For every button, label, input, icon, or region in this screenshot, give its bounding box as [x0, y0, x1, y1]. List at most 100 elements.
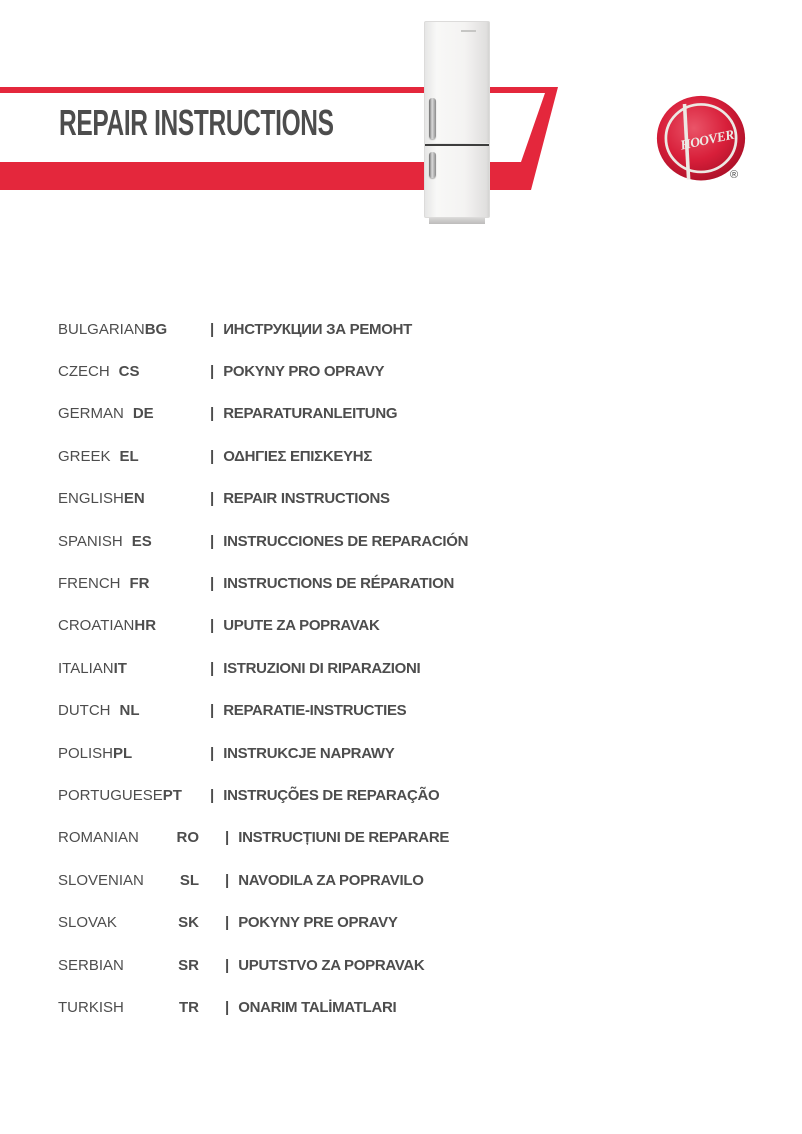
column-separator: |: [210, 744, 215, 762]
language-name: SPANISH: [58, 532, 123, 550]
language-name: TURKISH: [58, 998, 124, 1016]
language-code: SL: [179, 871, 199, 889]
fridge-brand-mark: [461, 30, 476, 32]
language-name: DUTCH: [58, 702, 111, 720]
language-name: PORTUGUESE: [58, 786, 163, 804]
language-cell: FRENCH FR: [58, 575, 210, 592]
fridge-door-handle-upper: [429, 98, 436, 139]
language-row: POLISH PL | INSTRUKCJE NAPRAWY: [58, 732, 538, 774]
language-list: BULGARIAN BG | ИНСТРУКЦИИ ЗА РЕМОНТ CZEC…: [58, 308, 538, 1029]
translated-title: POKYNY PRE OPRAVY: [238, 914, 398, 932]
column-separator: |: [210, 447, 215, 465]
translated-title: UPUTE ZA POPRAVAK: [223, 617, 380, 635]
language-cell: ITALIAN IT: [58, 660, 210, 677]
language-name: ENGLISH: [58, 490, 124, 508]
translated-title: UPUTSTVO ZA POPRAVAK: [238, 956, 425, 974]
translated-title: INSTRUCTIONS DE RÉPARATION: [223, 575, 455, 593]
translated-title: POKYNY PRO OPRAVY: [223, 363, 385, 381]
column-separator: |: [225, 956, 230, 974]
column-separator: |: [225, 914, 230, 932]
language-row: SERBIAN SR | UPUTSTVO ZA POPRAVAK: [58, 944, 538, 986]
language-cell: SLOVAK SK: [58, 914, 225, 931]
language-code: IT: [113, 659, 127, 677]
language-name: ROMANIAN: [58, 829, 139, 847]
language-row: SLOVAK SK | POKYNY PRE OPRAVY: [58, 901, 538, 943]
column-separator: |: [210, 363, 215, 381]
translated-title: REPAIR INSTRUCTIONS: [223, 490, 390, 508]
column-separator: |: [225, 871, 230, 889]
language-cell: POLISH PL: [58, 745, 210, 762]
language-cell: GERMAN DE: [58, 405, 210, 422]
language-cell: SLOVENIAN SL: [58, 872, 225, 889]
language-cell: TURKISH TR: [58, 999, 225, 1016]
translated-title: INSTRUKCJE NAPRAWY: [223, 744, 395, 762]
language-cell: BULGARIAN BG: [58, 321, 210, 338]
language-name: CZECH: [58, 363, 110, 381]
language-code: TR: [179, 998, 199, 1016]
language-row: DUTCH NL | REPARATIE-INSTRUCTIES: [58, 690, 538, 732]
translated-title: ИНСТРУКЦИИ ЗА РЕМОНТ: [223, 320, 412, 338]
logo-h-stroke: [682, 103, 691, 180]
language-cell: GREEK EL: [58, 448, 210, 465]
language-row: ITALIAN IT | ISTRUZIONI DI RIPARAZIONI: [58, 647, 538, 689]
language-cell: ENGLISH EN: [58, 490, 210, 507]
language-code: BG: [144, 320, 168, 338]
language-cell: SPANISH ES: [58, 533, 210, 550]
column-separator: |: [210, 786, 215, 804]
language-code: PT: [162, 786, 182, 804]
language-row: BULGARIAN BG | ИНСТРУКЦИИ ЗА РЕМОНТ: [58, 308, 538, 350]
registered-trademark-symbol: ®: [730, 169, 739, 181]
language-code: SK: [178, 914, 199, 932]
ribbon-shape: [0, 87, 558, 190]
fridge-plinth: [429, 218, 485, 224]
language-cell: DUTCH NL: [58, 702, 210, 719]
language-code: HR: [134, 617, 157, 635]
language-row: ROMANIAN RO | INSTRUCȚIUNI DE REPARARE: [58, 817, 538, 859]
language-row: GERMAN DE | REPARATURANLEITUNG: [58, 393, 538, 435]
language-code: ES: [131, 532, 152, 550]
translated-title: ONARIM TALİMATLARI: [238, 998, 397, 1016]
language-name: SLOVAK: [58, 914, 117, 932]
language-row: FRENCH FR | INSTRUCTIONS DE RÉPARATION: [58, 562, 538, 604]
language-row: GREEK EL | ΟΔΗΓΙΕΣ ΕΠΙΣΚΕΥΗΣ: [58, 435, 538, 477]
language-cell: ROMANIAN RO: [58, 829, 225, 846]
column-separator: |: [210, 320, 215, 338]
language-name: GERMAN: [58, 405, 124, 423]
language-cell: SERBIAN SR: [58, 957, 225, 974]
language-cell: PORTUGUESE PT: [58, 787, 210, 804]
fridge-body: [424, 21, 490, 218]
red-ribbon-banner: [0, 87, 558, 190]
translated-title: INSTRUCȚIUNI DE REPARARE: [238, 829, 450, 847]
language-code: FR: [129, 575, 150, 593]
column-separator: |: [210, 659, 215, 677]
language-row: CROATIAN HR | UPUTE ZA POPRAVAK: [58, 605, 538, 647]
fridge-door-handle-lower: [429, 152, 436, 178]
column-separator: |: [210, 405, 215, 423]
column-separator: |: [225, 829, 230, 847]
translated-title: ISTRUZIONI DI RIPARAZIONI: [223, 659, 421, 677]
column-separator: |: [210, 490, 215, 508]
translated-title: INSTRUÇÕES DE REPARAÇÃO: [223, 786, 440, 804]
language-row: TURKISH TR | ONARIM TALİMATLARI: [58, 986, 538, 1028]
refrigerator-image: [424, 21, 490, 225]
column-separator: |: [210, 575, 215, 593]
column-separator: |: [210, 702, 215, 720]
language-name: SLOVENIAN: [58, 871, 144, 889]
language-code: RO: [176, 829, 200, 847]
language-name: ITALIAN: [58, 659, 114, 677]
language-cell: CROATIAN HR: [58, 617, 210, 634]
translated-title: ΟΔΗΓΙΕΣ ΕΠΙΣΚΕΥΗΣ: [223, 447, 373, 465]
language-name: CROATIAN: [58, 617, 135, 635]
translated-title: REPARATURANLEITUNG: [223, 405, 398, 423]
language-code: CS: [118, 363, 140, 381]
language-row: PORTUGUESE PT | INSTRUÇÕES DE REPARAÇÃO: [58, 774, 538, 816]
translated-title: NAVODILA ZA POPRAVILO: [238, 871, 424, 889]
language-code: DE: [132, 405, 154, 423]
column-separator: |: [210, 532, 215, 550]
language-code: EL: [119, 447, 139, 465]
language-name: BULGARIAN: [58, 320, 145, 338]
language-row: SLOVENIAN SL | NAVODILA ZA POPRAVILO: [58, 859, 538, 901]
language-row: ENGLISH EN | REPAIR INSTRUCTIONS: [58, 478, 538, 520]
translated-title: INSTRUCCIONES DE REPARACIÓN: [223, 532, 469, 550]
